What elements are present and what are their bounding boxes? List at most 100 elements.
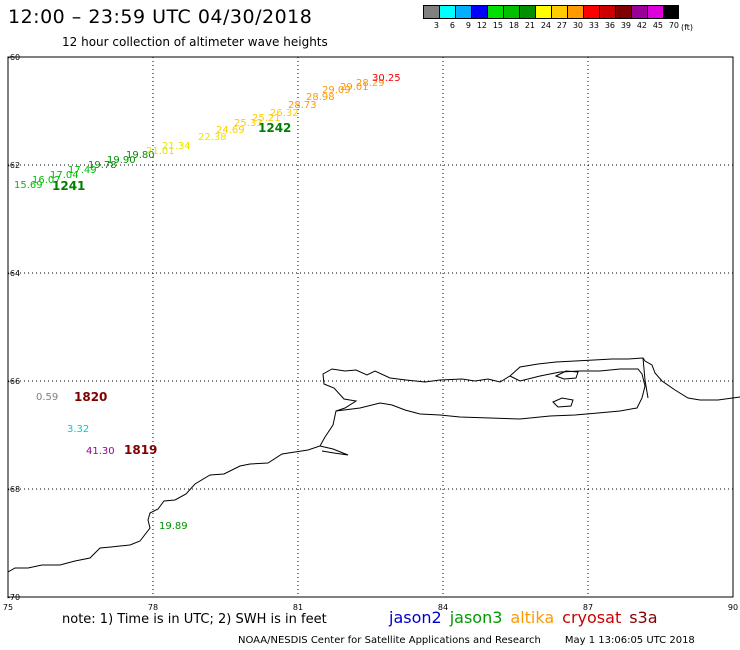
legend-label-15: 15 xyxy=(492,21,503,30)
generated-timestamp: May 1 13:06:05 UTC 2018 xyxy=(564,635,695,646)
satellite-jason2: jason2 xyxy=(389,608,442,627)
pass-time-label: 1819 xyxy=(124,443,157,457)
swh-reading: 19.90 xyxy=(107,155,136,166)
swh-reading: 25.33 xyxy=(234,118,263,129)
swh-reading: 25.21 xyxy=(252,113,281,124)
legend-label-45: 45 xyxy=(652,21,663,30)
legend-swatch-24 xyxy=(535,5,551,19)
lon-label: 78 xyxy=(148,603,158,612)
legend-swatch-39 xyxy=(615,5,631,19)
footer: NOAA/NESDIS Center for Satellite Applica… xyxy=(238,635,695,646)
swh-reading: 28.29 xyxy=(356,78,385,89)
swh-reading: 19.89 xyxy=(159,521,188,532)
wave-height-tracks: 15.6916.0717.0417.4919.7819.9019.8021.01… xyxy=(14,73,401,532)
legend-swatch-18 xyxy=(503,5,519,19)
glacier-tongue xyxy=(319,445,349,456)
swh-reading: 16.07 xyxy=(32,175,61,186)
units-note: note: 1) Time is in UTC; 2) SWH is in fe… xyxy=(62,612,327,627)
wave-height-legend: 3 6 9 12 15 18 21 24 27 30 33 36 39 42 45 70 (ft) xyxy=(423,5,693,32)
pass-time-label: 1242 xyxy=(258,121,291,135)
satellite-legend: jason2 jason3 altika cryosat s3a xyxy=(389,608,666,627)
swh-reading: 28.73 xyxy=(288,100,317,111)
swh-reading: 28.98 xyxy=(306,92,335,103)
legend-swatches xyxy=(423,5,693,19)
swh-reading: 29.09 xyxy=(322,85,351,96)
swh-reading: 29.01 xyxy=(340,82,369,93)
graticule-grid xyxy=(7,56,734,598)
track-1242: 22.3824.6925.3325.2126.3228.7328.9829.09… xyxy=(198,73,401,143)
satellite-s3a: s3a xyxy=(629,608,658,627)
track-1820: 0.59 1820 xyxy=(36,390,107,404)
island-east xyxy=(552,397,574,408)
ice-shelf-edge xyxy=(642,357,649,399)
legend-swatch-12 xyxy=(471,5,487,19)
map-frame xyxy=(7,56,734,598)
lat-label: -64 xyxy=(7,269,20,278)
page-subtitle: 12 hour collection of altimeter wave hei… xyxy=(62,35,328,49)
swh-reading: 41.30 xyxy=(86,446,115,457)
track-1241: 15.6916.0717.0417.4919.7819.9019.8021.01… xyxy=(14,141,191,193)
legend-unit: (ft) xyxy=(681,23,694,32)
legend-swatch-36 xyxy=(599,5,615,19)
legend-swatch-45 xyxy=(647,5,663,19)
legend-swatch-6 xyxy=(439,5,455,19)
swh-reading: 26.32 xyxy=(270,108,299,119)
legend-label-30: 30 xyxy=(572,21,583,30)
track-pass-5: 19.89 xyxy=(159,521,188,532)
legend-swatch-30 xyxy=(567,5,583,19)
track-pass-3: 3.32 xyxy=(67,424,89,435)
swh-reading: 3.32 xyxy=(67,424,89,435)
swh-reading: 17.04 xyxy=(50,170,79,181)
lon-label: 81 xyxy=(293,603,303,612)
pass-time-label: 1820 xyxy=(74,390,107,404)
lon-label: 75 xyxy=(3,603,13,612)
legend-swatch-27 xyxy=(551,5,567,19)
swh-reading: 15.69 xyxy=(14,180,43,191)
legend-label-3: 3 xyxy=(433,21,439,30)
lon-label: 84 xyxy=(438,603,448,612)
lat-label: -68 xyxy=(7,485,20,494)
legend-label-6: 6 xyxy=(449,21,455,30)
legend-swatch-33 xyxy=(583,5,599,19)
lat-label: -60 xyxy=(7,53,20,62)
island-north xyxy=(554,370,579,380)
page-title: 12:00 – 23:59 UTC 04/30/2018 xyxy=(8,6,313,28)
swh-reading: 24.69 xyxy=(216,125,245,136)
legend-swatch-15 xyxy=(487,5,503,19)
legend-label-9: 9 xyxy=(465,21,471,30)
swh-reading: 22.38 xyxy=(198,132,227,143)
swh-reading: 21.34 xyxy=(162,141,191,152)
lon-label: 87 xyxy=(583,603,593,612)
legend-swatch-42 xyxy=(631,5,647,19)
legend-label-27: 27 xyxy=(556,21,567,30)
legend-label-70: 70 xyxy=(668,21,679,30)
swh-reading: 17.49 xyxy=(68,165,97,176)
legend-label-39: 39 xyxy=(620,21,631,30)
ice-shelf-inner xyxy=(335,368,646,420)
legend-swatch-21 xyxy=(519,5,535,19)
legend-label-18: 18 xyxy=(508,21,519,30)
legend-swatch-3 xyxy=(423,5,439,19)
track-1819: 41.30 1819 xyxy=(86,443,157,457)
legend-label-21: 21 xyxy=(524,21,535,30)
legend-label-12: 12 xyxy=(476,21,487,30)
legend-swatch-70 xyxy=(663,5,679,19)
swh-reading: 30.25 xyxy=(372,73,401,84)
lon-label: 90 xyxy=(728,603,738,612)
legend-swatch-9 xyxy=(455,5,471,19)
swh-reading: 21.01 xyxy=(146,146,175,157)
legend-labels: 3 6 9 12 15 18 21 24 27 30 33 36 39 42 45 70 (ft) xyxy=(423,21,693,32)
swh-reading: 19.80 xyxy=(126,150,155,161)
pass-time-label: 1241 xyxy=(52,179,85,193)
credit-line: NOAA/NESDIS Center for Satellite Applica… xyxy=(238,635,541,646)
lat-label: -62 xyxy=(7,161,20,170)
lat-label: -66 xyxy=(7,377,20,386)
satellite-cryosat: cryosat xyxy=(562,608,622,627)
antarctic-coastline xyxy=(7,357,740,578)
swh-reading: 19.78 xyxy=(88,160,117,171)
satellite-altika: altika xyxy=(510,608,555,627)
satellite-jason3: jason3 xyxy=(449,608,503,627)
legend-label-33: 33 xyxy=(588,21,599,30)
